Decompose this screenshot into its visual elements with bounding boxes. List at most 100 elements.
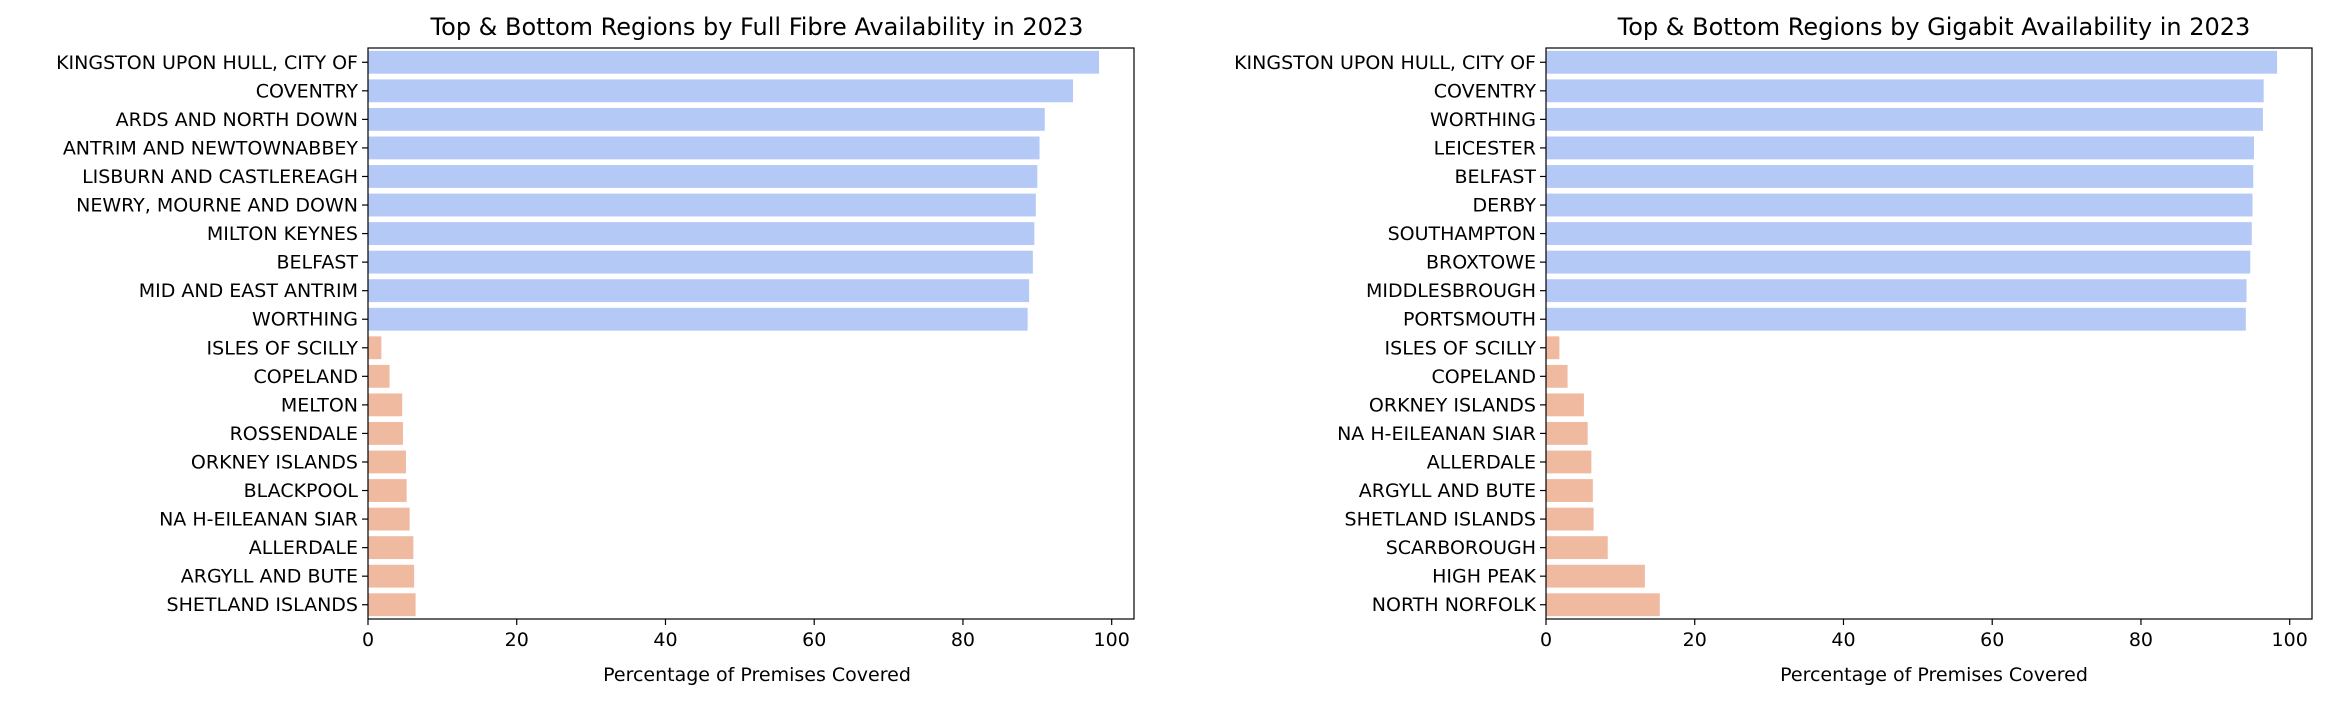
y-tick-label: ARGYLL AND BUTE [181,566,358,588]
y-tick-label: COVENTRY [1434,80,1537,102]
y-tick-label: WORTHING [252,309,358,331]
x-tick-label: 0 [362,629,374,651]
plot-area-full-fibre: KINGSTON UPON HULL, CITY OF COVENTRY ARDS … [56,47,1135,651]
bar [368,479,407,502]
bar [368,364,390,388]
bar [1546,364,1568,388]
bar [368,507,410,531]
x-tick-label: 60 [802,629,826,651]
y-tick-label: NA H-EILEANAN SIAR [159,509,358,531]
bar [368,136,1040,160]
y-tick-label: COPELAND [1431,366,1536,388]
bar [1546,107,2263,131]
bar [1546,422,1588,445]
x-tick-label: 0 [1540,629,1552,651]
y-tick-label: BELFAST [1455,166,1537,188]
y-tick-label: BLACKPOOL [244,480,359,502]
y-tick-label: LISBURN AND CASTLEREAGH [82,166,358,188]
bar [1546,536,1608,560]
y-tick-label: KINGSTON UPON HULL, CITY OF [1234,52,1536,74]
bar [368,50,1100,74]
bar [368,593,416,617]
y-tick-label: HIGH PEAK [1432,566,1536,588]
bar [368,450,406,474]
bar [1546,165,2254,188]
bar [1546,336,1560,360]
y-tick-label: SCARBOROUGH [1386,537,1536,559]
bar [1546,479,1593,502]
gigabit-chart: Top & Bottom Regions by Gigabit Availabi… [1234,13,2313,686]
axes-frame [1545,47,2313,620]
bar [1546,393,1584,417]
y-tick-label: MIDDLESBROUGH [1366,280,1536,302]
x-tick-label: 40 [653,629,677,651]
y-tick-label: DERBY [1473,195,1537,217]
y-tick-label: SHETLAND ISLANDS [1345,509,1536,531]
x-tick-label: 80 [951,629,975,651]
y-tick-label: KINGSTON UPON HULL, CITY OF [56,52,358,74]
bar [368,336,382,360]
y-tick-label: WORTHING [1430,109,1536,131]
y-tick-label: LEICESTER [1434,137,1536,159]
y-tick-label: COPELAND [253,366,358,388]
plot-area-gigabit: KINGSTON UPON HULL, CITY OF COVENTRY WORTH… [1234,47,2313,651]
y-tick-label: ARGYLL AND BUTE [1359,480,1536,502]
bar [1546,50,2278,74]
y-tick-label: SHETLAND ISLANDS [167,594,358,616]
y-tick-label: MID AND EAST ANTRIM [139,280,358,302]
bar [1546,136,2254,160]
y-tick-label: ARDS AND NORTH DOWN [116,109,358,131]
bar [1546,307,2246,331]
y-tick-label: BROXTOWE [1426,252,1536,274]
y-tick-label: ALLERDALE [1427,451,1536,473]
bar [368,536,414,560]
bar [1546,79,2264,103]
bar [368,250,1033,274]
bar [1546,450,1592,474]
y-tick-label: ANTRIM AND NEWTOWNABBEY [63,137,359,159]
axes-frame [367,47,1135,620]
x-tick-label: 100 [2272,629,2308,651]
bar [1546,222,2252,245]
x-tick-label: 60 [1980,629,2004,651]
bar [368,107,1045,131]
bar [368,165,1038,188]
y-tick-label: ISLES OF SCILLY [207,337,359,359]
bar [1546,279,2247,303]
bar [1546,193,2253,217]
bar [368,422,403,445]
y-tick-label: ROSSENDALE [230,423,358,445]
x-axis-label-full-fibre: Percentage of Premises Covered [603,664,911,686]
bar [368,564,415,588]
y-tick-label: MILTON KEYNES [207,223,358,245]
y-tick-label: MELTON [281,394,358,416]
bar [368,307,1028,331]
bar [1546,250,2251,274]
bar [368,393,403,417]
y-tick-label: NA H-EILEANAN SIAR [1337,423,1536,445]
chart-title-full-fibre: Top & Bottom Regions by Full Fibre Avail… [430,13,1084,41]
bar [1546,564,1645,588]
bar [368,222,1035,245]
bar [368,193,1036,217]
x-tick-label: 20 [505,629,529,651]
bar [368,79,1074,103]
bar [1546,507,1594,531]
y-tick-label: PORTSMOUTH [1403,309,1536,331]
y-tick-label: ORKNEY ISLANDS [191,451,358,473]
x-axis-label-gigabit: Percentage of Premises Covered [1780,664,2088,686]
x-tick-label: 20 [1683,629,1707,651]
bar [1546,593,1660,617]
x-tick-label: 40 [1831,629,1855,651]
y-tick-label: NEWRY, MOURNE AND DOWN [76,195,358,217]
chart-title-gigabit: Top & Bottom Regions by Gigabit Availabi… [1617,13,2251,41]
y-tick-label: SOUTHAMPTON [1388,223,1536,245]
x-tick-label: 80 [2129,629,2153,651]
y-tick-label: ALLERDALE [249,537,358,559]
bar [368,279,1030,303]
y-tick-label: ORKNEY ISLANDS [1369,394,1536,416]
y-tick-label: COVENTRY [256,80,359,102]
y-tick-label: NORTH NORFOLK [1372,594,1537,616]
full-fibre-chart: Top & Bottom Regions by Full Fibre Avail… [56,13,1135,686]
